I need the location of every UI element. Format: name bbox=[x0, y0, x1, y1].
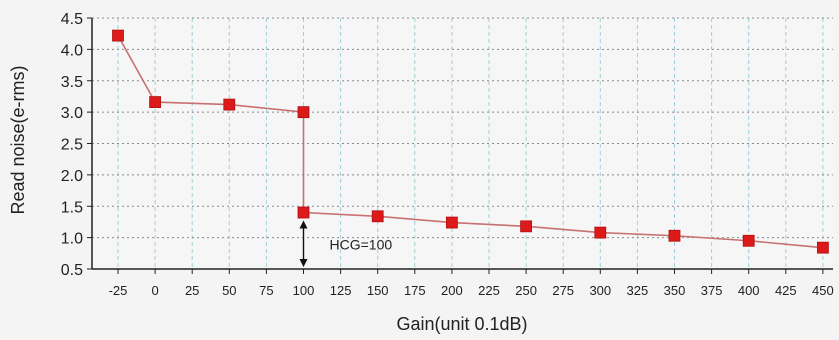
x-tick-label: 450 bbox=[812, 283, 834, 298]
data-point bbox=[668, 229, 681, 242]
data-point bbox=[223, 98, 236, 111]
y-tick-labels: 0.5 1.0 1.5 2.0 2.5 3.0 3.5 4.0 4.5 bbox=[61, 11, 83, 279]
data-point bbox=[742, 234, 755, 247]
data-point bbox=[149, 96, 162, 108]
data-point bbox=[112, 29, 124, 42]
x-tick-label: 150 bbox=[367, 283, 389, 298]
data-point bbox=[297, 206, 310, 219]
series-line bbox=[117, 35, 823, 249]
data-point bbox=[371, 210, 384, 223]
data-point bbox=[520, 220, 532, 233]
y-axis-label: Read noise(e-rms) bbox=[8, 65, 28, 214]
x-tick-label: 250 bbox=[515, 283, 537, 298]
x-tick-label: 275 bbox=[552, 283, 574, 298]
y-tick-label: 3.5 bbox=[61, 74, 83, 91]
x-tick-label: 50 bbox=[222, 283, 236, 298]
x-tick-label: 325 bbox=[627, 283, 649, 298]
x-tick-label: 225 bbox=[478, 283, 500, 298]
data-point bbox=[817, 241, 829, 254]
x-tick-label: 400 bbox=[738, 283, 760, 298]
y-tick-label: 4.5 bbox=[61, 11, 83, 28]
x-tick-label: 125 bbox=[330, 283, 352, 298]
x-tick-label: 300 bbox=[589, 283, 611, 298]
series bbox=[112, 29, 829, 254]
y-tick-label: 2.5 bbox=[61, 137, 83, 154]
annotation-arrowhead-down bbox=[299, 259, 308, 267]
annotation-arrowhead-up bbox=[299, 220, 308, 229]
x-tick-label: 75 bbox=[259, 283, 273, 298]
data-point bbox=[297, 106, 310, 119]
x-tick-labels: -25 0 25 50 75 100 125 150 175 200 225 250 275 300 325… bbox=[109, 283, 834, 298]
annotation-label: HCG=100 bbox=[330, 237, 393, 253]
x-axis-label: Gain(unit 0.1dB) bbox=[396, 314, 527, 334]
y-tick-label: 0.5 bbox=[61, 262, 83, 279]
x-tick-label: 0 bbox=[151, 283, 158, 298]
x-tick-label: 375 bbox=[701, 283, 723, 298]
x-tick-label: -25 bbox=[109, 283, 128, 298]
axes bbox=[87, 17, 833, 274]
x-tick-label: 425 bbox=[775, 283, 797, 298]
data-point bbox=[594, 226, 607, 239]
y-tick-label: 2.0 bbox=[61, 168, 83, 185]
x-tick-label: 175 bbox=[404, 283, 426, 298]
x-tick-label: 200 bbox=[441, 283, 463, 298]
y-tick-label: 1.0 bbox=[61, 231, 83, 248]
y-tick-label: 3.0 bbox=[61, 105, 83, 122]
data-point bbox=[445, 216, 458, 229]
x-tick-label: 100 bbox=[293, 283, 315, 298]
y-tick-label: 1.5 bbox=[61, 199, 83, 216]
y-tick-label: 4.0 bbox=[61, 42, 83, 59]
annotation: HCG=100 bbox=[299, 220, 393, 267]
x-tick-label: 350 bbox=[664, 283, 686, 298]
x-tick-label: 25 bbox=[185, 283, 199, 298]
